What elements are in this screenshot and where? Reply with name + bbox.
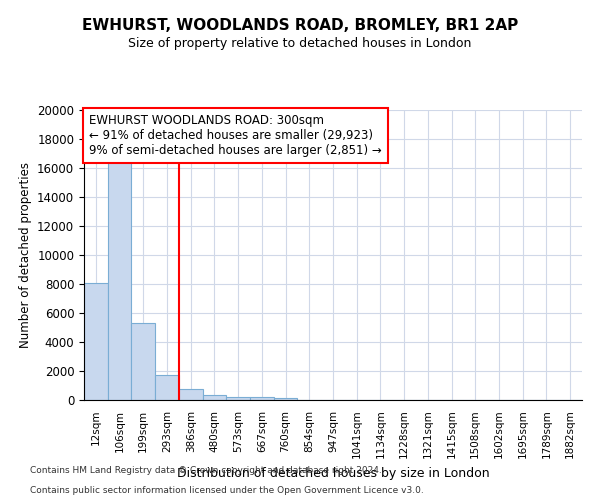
Bar bbox=[274, 398, 298, 400]
Bar bbox=[108, 161, 131, 400]
Text: Contains HM Land Registry data © Crown copyright and database right 2024.: Contains HM Land Registry data © Crown c… bbox=[30, 466, 382, 475]
Bar bbox=[203, 395, 226, 400]
Bar bbox=[155, 374, 179, 400]
Text: EWHURST, WOODLANDS ROAD, BROMLEY, BR1 2AP: EWHURST, WOODLANDS ROAD, BROMLEY, BR1 2A… bbox=[82, 18, 518, 32]
Text: EWHURST WOODLANDS ROAD: 300sqm
← 91% of detached houses are smaller (29,923)
9% : EWHURST WOODLANDS ROAD: 300sqm ← 91% of … bbox=[89, 114, 382, 158]
Bar bbox=[179, 389, 203, 400]
Bar bbox=[226, 396, 250, 400]
X-axis label: Distribution of detached houses by size in London: Distribution of detached houses by size … bbox=[176, 467, 490, 480]
Y-axis label: Number of detached properties: Number of detached properties bbox=[19, 162, 32, 348]
Bar bbox=[131, 323, 155, 400]
Bar bbox=[250, 397, 274, 400]
Bar bbox=[84, 282, 108, 400]
Text: Contains public sector information licensed under the Open Government Licence v3: Contains public sector information licen… bbox=[30, 486, 424, 495]
Text: Size of property relative to detached houses in London: Size of property relative to detached ho… bbox=[128, 38, 472, 51]
